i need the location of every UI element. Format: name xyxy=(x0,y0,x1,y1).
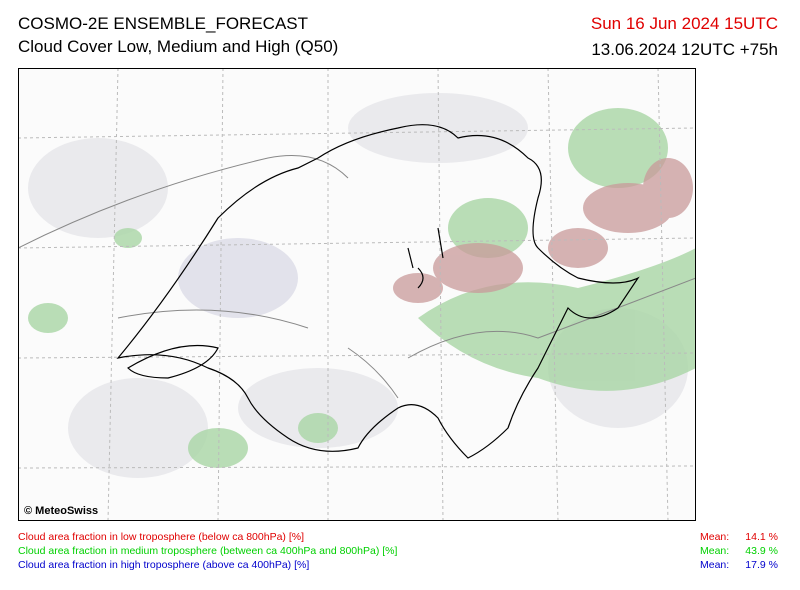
map: © MeteoSwiss xyxy=(18,68,696,521)
regional-borders xyxy=(18,155,696,399)
mean-value: 17.9 % xyxy=(745,559,778,571)
valid-time: Sun 16 Jun 2024 15UTC xyxy=(590,14,778,33)
copyright: © MeteoSwiss xyxy=(24,505,98,517)
map-frame xyxy=(18,68,696,521)
mean-value: 43.9 % xyxy=(745,545,778,557)
mean-label: Mean: xyxy=(700,531,730,543)
run-info: 13.06.2024 12UTC +75h xyxy=(591,40,778,59)
subtitle: Cloud Cover Low, Medium and High (Q50) xyxy=(18,37,339,56)
mean-value: 14.1 % xyxy=(745,531,778,543)
legend-high: Cloud area fraction in high troposphere … xyxy=(18,559,310,571)
legend-low: Cloud area fraction in low troposphere (… xyxy=(18,531,304,543)
legend-medium: Cloud area fraction in medium tropospher… xyxy=(18,545,398,557)
mean-label: Mean: xyxy=(700,545,730,557)
title: COSMO-2E ENSEMBLE_FORECAST xyxy=(18,14,309,33)
country-borders xyxy=(116,124,640,459)
medium-cloud xyxy=(28,108,696,468)
mean-label: Mean: xyxy=(700,559,730,571)
